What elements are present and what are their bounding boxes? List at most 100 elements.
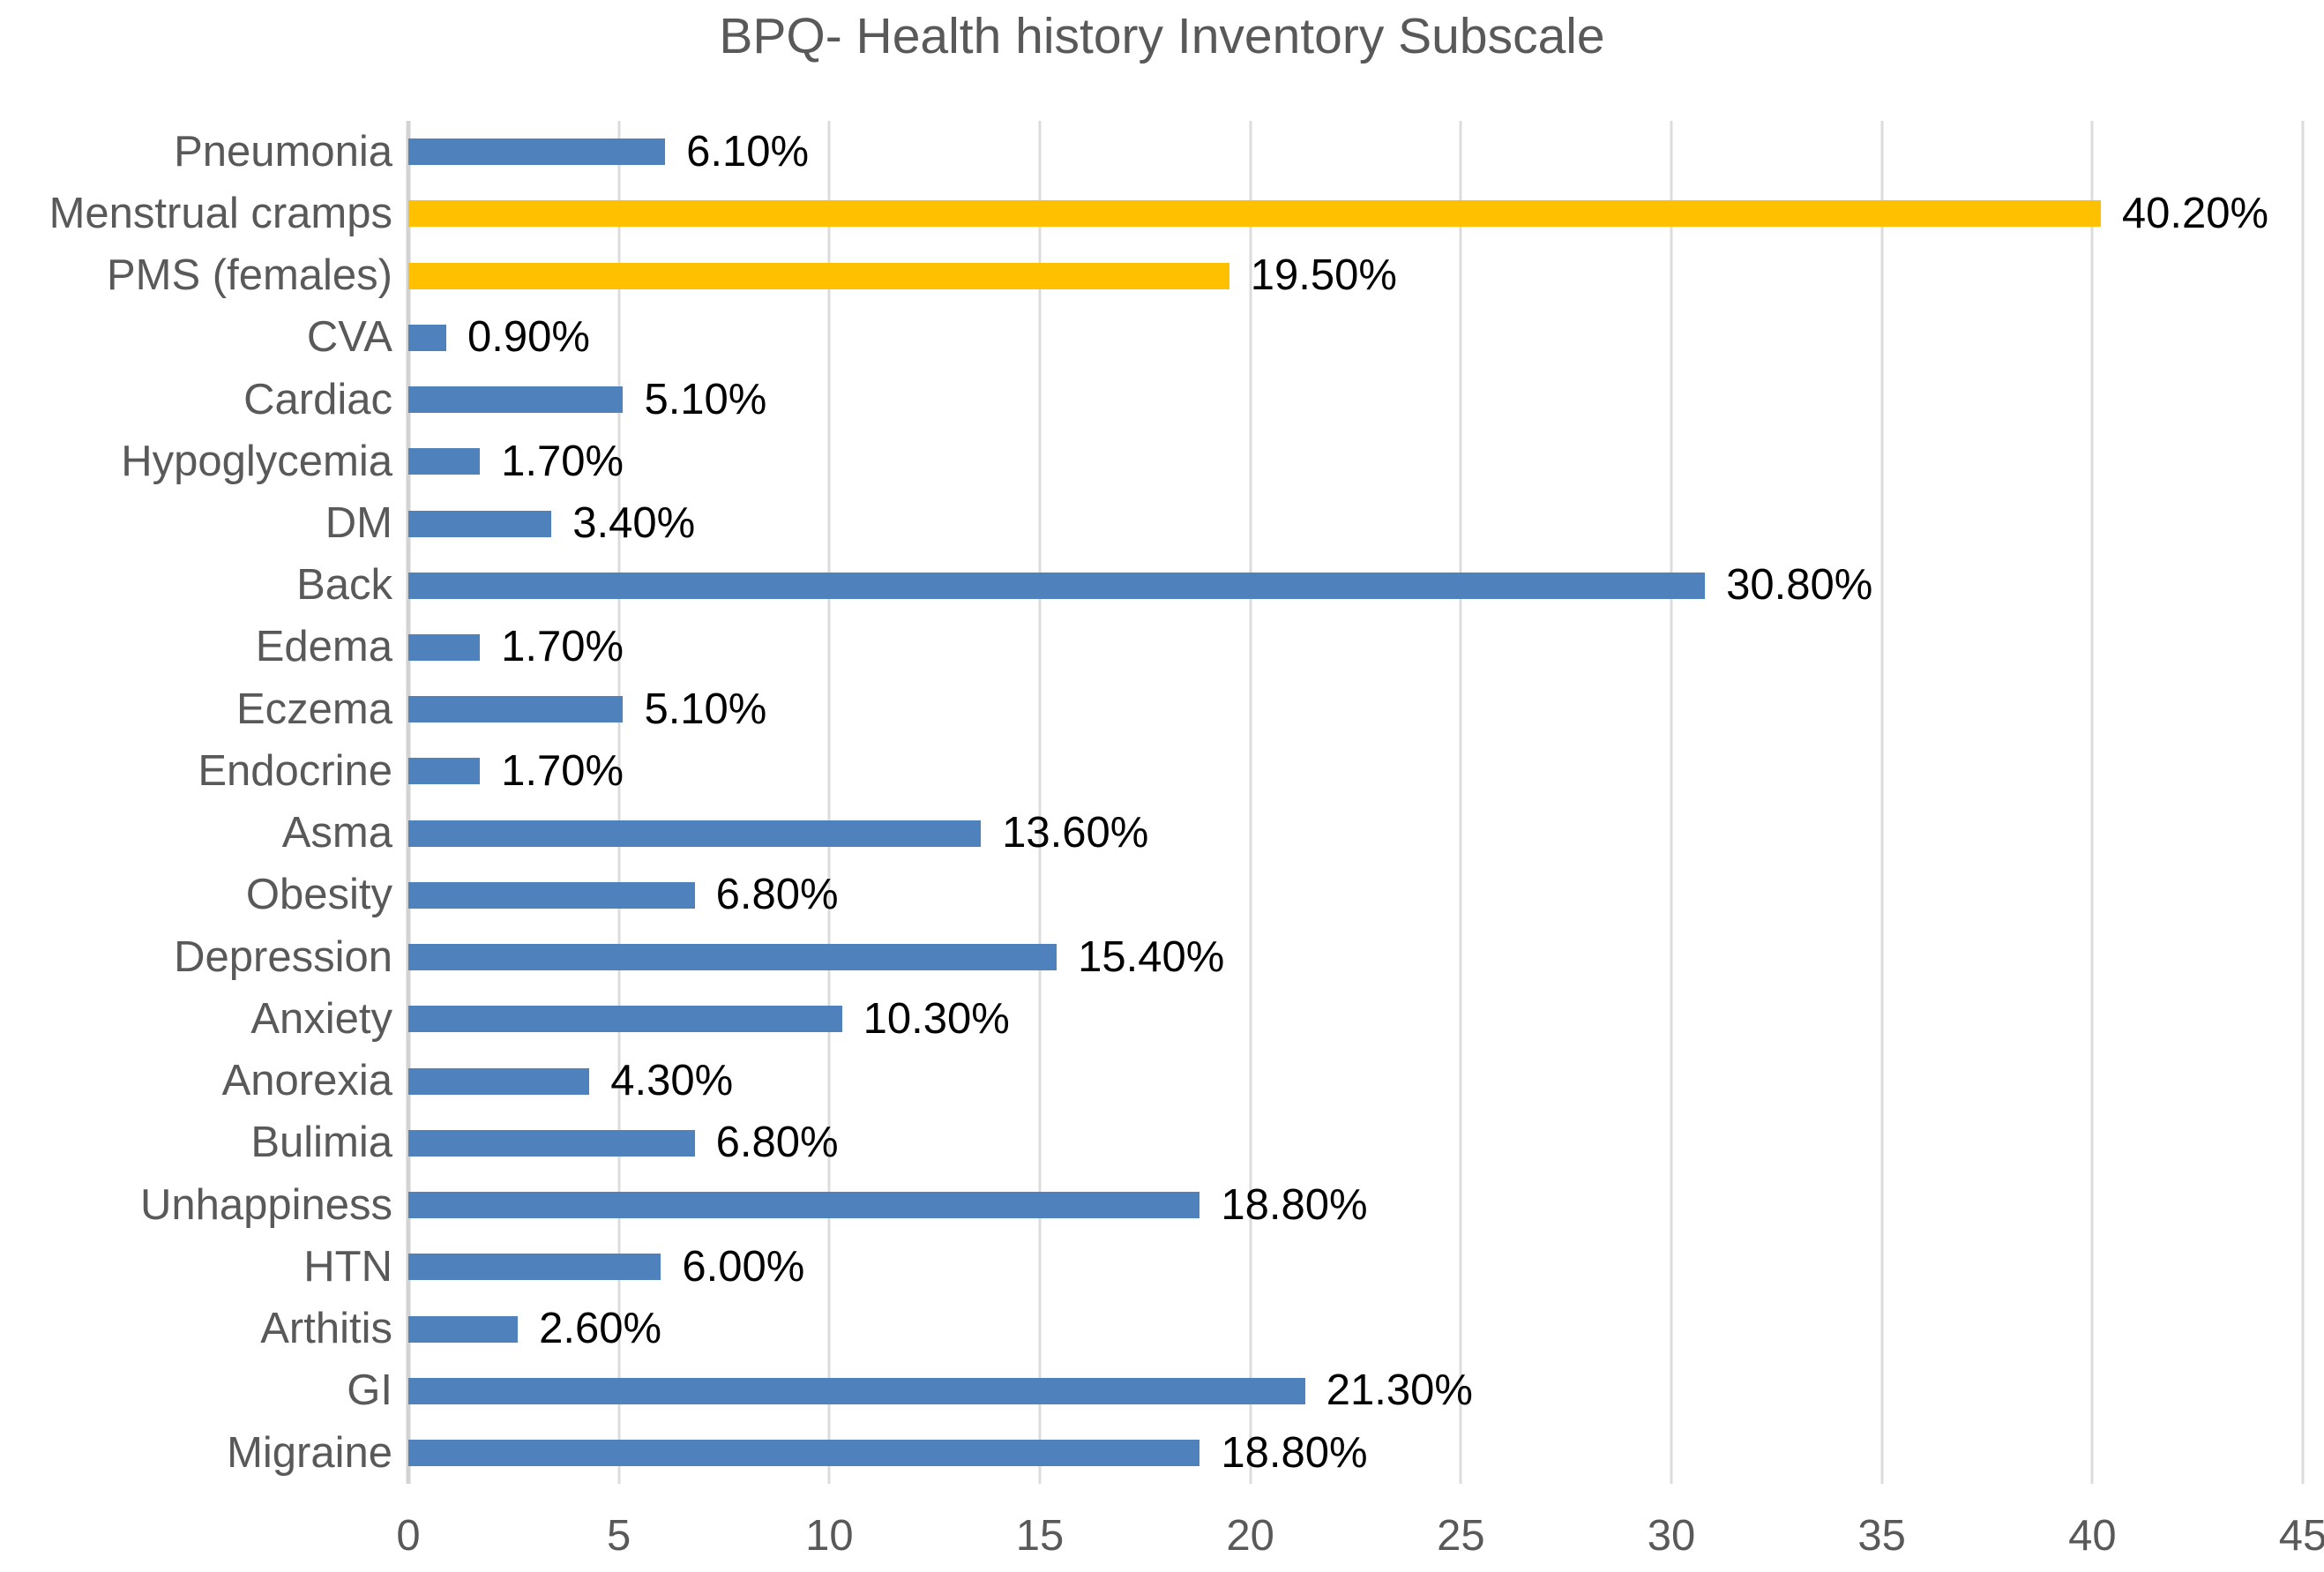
bar-row: Bulimia 6.80%	[250, 1112, 2303, 1174]
bar	[408, 572, 1706, 599]
vertical-gridline	[1249, 121, 1252, 1484]
category-label: DM	[325, 499, 392, 548]
bar	[408, 324, 446, 351]
bar	[408, 758, 481, 785]
value-label: 21.30%	[1326, 1366, 1473, 1415]
bar-row: Anorexia 4.30%	[222, 1051, 2303, 1112]
bar-row: DM 3.40%	[325, 492, 2303, 554]
category-label: Asma	[281, 809, 392, 857]
value-label: 18.80%	[1221, 1180, 1368, 1229]
bar	[408, 510, 552, 537]
bar	[408, 1067, 590, 1095]
category-label: Back	[296, 561, 392, 610]
value-label: 0.90%	[467, 313, 590, 362]
bar	[408, 200, 2101, 228]
category-label: Arthitis	[260, 1305, 392, 1353]
bar	[408, 386, 624, 414]
category-label: Pneumonia	[174, 127, 392, 176]
value-label: 1.70%	[501, 746, 624, 795]
chart-title: BPQ- Health history Inventory Subscale	[719, 8, 1605, 64]
value-label: 13.60%	[1002, 809, 1149, 857]
value-label: 1.70%	[501, 437, 624, 485]
category-label: Endocrine	[198, 746, 392, 795]
vertical-gridline	[2301, 121, 2305, 1484]
category-label: Cardiac	[243, 375, 392, 423]
value-label: 4.30%	[610, 1057, 734, 1105]
category-label: Depression	[174, 932, 392, 981]
bar-rows-container: Pneumonia 6.10% Menstrual cramps 40.20% PMS …	[49, 121, 2303, 1484]
bar-row: HTN 6.00%	[303, 1236, 2303, 1298]
category-label: Anxiety	[250, 994, 392, 1043]
bar	[408, 1006, 842, 1033]
category-label: PMS (females)	[106, 251, 392, 300]
value-label: 19.50%	[1250, 251, 1397, 300]
bar-row: Endocrine 1.70%	[198, 740, 2303, 802]
category-label: Unhappiness	[139, 1180, 392, 1229]
bar	[408, 944, 1057, 971]
vertical-gridline	[1880, 121, 1884, 1484]
bar	[408, 1129, 695, 1157]
x-axis-tick-label: 20	[1226, 1512, 1274, 1560]
category-label: Bulimia	[250, 1119, 392, 1167]
bar	[408, 1315, 519, 1343]
vertical-gridline	[1038, 121, 1042, 1484]
bar-row: Anxiety 10.30%	[250, 988, 2303, 1050]
bar	[408, 633, 481, 661]
bar-row: Unhappiness 18.80%	[140, 1174, 2303, 1236]
bar-row: Back 30.80%	[296, 555, 2303, 617]
bar	[408, 448, 481, 475]
category-label: GI	[347, 1366, 392, 1415]
x-axis-tick-label: 5	[607, 1512, 631, 1560]
vertical-gridline	[1459, 121, 1462, 1484]
bar-row: PMS (females) 19.50%	[107, 244, 2303, 306]
value-label: 5.10%	[644, 685, 767, 733]
bar-row: Cardiac 5.10%	[243, 369, 2303, 430]
category-label: Obesity	[245, 871, 392, 919]
bar-row: Eczema 5.10%	[236, 678, 2303, 740]
value-label: 2.60%	[539, 1305, 662, 1353]
bar-row: CVA 0.90%	[307, 307, 2303, 369]
bar	[408, 820, 982, 847]
x-axis: 0 5 10 15 20 25 30 35 40 45	[396, 1500, 2324, 1572]
category-label: CVA	[306, 313, 392, 362]
value-label: 30.80%	[1726, 561, 1873, 610]
x-axis-tick-label: 45	[2278, 1512, 2324, 1560]
bar-row: Menstrual cramps 40.20%	[49, 183, 2303, 244]
value-label: 3.40%	[572, 499, 696, 548]
bar-row: Arthitis 2.60%	[260, 1298, 2303, 1359]
value-label: 18.80%	[1221, 1428, 1368, 1477]
plot-area: Pneumonia 6.10% Menstrual cramps 40.20% PMS …	[49, 121, 2305, 1484]
bar-row: Depression 15.40%	[174, 926, 2303, 988]
bar-row: Obesity 6.80%	[246, 865, 2303, 926]
category-label: Anorexia	[221, 1057, 392, 1105]
bar	[408, 1440, 1200, 1467]
value-label: 15.40%	[1078, 932, 1225, 981]
vertical-gridline	[617, 121, 621, 1484]
x-axis-tick-label: 40	[2068, 1512, 2117, 1560]
x-axis-tick-label: 25	[1437, 1512, 1485, 1560]
bar-row: GI 21.30%	[347, 1360, 2303, 1422]
value-label: 10.30%	[863, 994, 1010, 1043]
bar-row: Asma 13.60%	[282, 803, 2303, 865]
vertical-gridline	[2090, 121, 2094, 1484]
y-axis-line	[406, 121, 411, 1484]
value-label: 6.80%	[715, 871, 839, 919]
bar	[408, 1192, 1200, 1219]
bar-row: Migraine 18.80%	[227, 1422, 2303, 1484]
x-axis-tick-label: 0	[396, 1512, 421, 1560]
vertical-gridline	[827, 121, 831, 1484]
vertical-gridline	[1670, 121, 1673, 1484]
bar-row: Hypoglycemia 1.70%	[121, 430, 2303, 492]
category-label: Migraine	[227, 1428, 392, 1477]
category-label: Hypoglycemia	[121, 437, 392, 485]
value-label: 6.00%	[682, 1242, 805, 1291]
bar	[408, 696, 624, 723]
bar	[408, 138, 666, 166]
x-axis-tick-label: 15	[1015, 1512, 1065, 1560]
x-axis-tick-label: 30	[1647, 1512, 1696, 1560]
value-label: 6.80%	[715, 1119, 839, 1167]
bar	[408, 1254, 661, 1281]
bar	[408, 881, 695, 909]
bar	[408, 1377, 1305, 1404]
